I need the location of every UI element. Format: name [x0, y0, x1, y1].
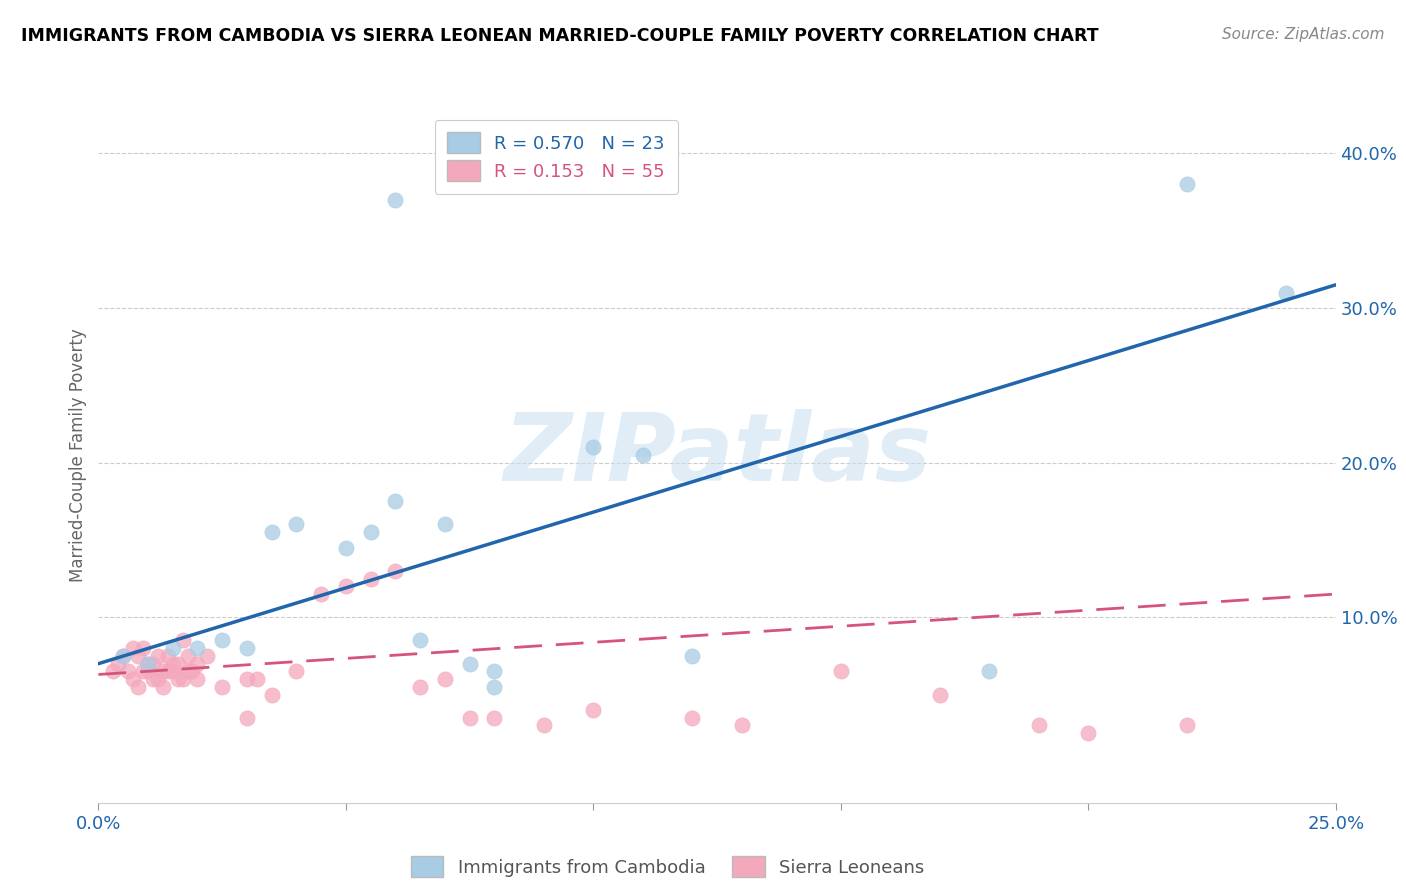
Point	[360, 572, 382, 586]
Point	[458, 657, 481, 671]
Point	[285, 517, 308, 532]
Point	[186, 657, 208, 671]
Point	[681, 648, 703, 663]
Point	[1175, 178, 1198, 192]
Point	[156, 648, 179, 663]
Point	[1175, 718, 1198, 732]
Text: IMMIGRANTS FROM CAMBODIA VS SIERRA LEONEAN MARRIED-COUPLE FAMILY POVERTY CORRELA: IMMIGRANTS FROM CAMBODIA VS SIERRA LEONE…	[21, 27, 1098, 45]
Point	[1275, 285, 1298, 300]
Point	[409, 680, 432, 694]
Point	[484, 680, 506, 694]
Point	[176, 648, 198, 663]
Point	[1028, 718, 1050, 732]
Text: ZIPatlas: ZIPatlas	[503, 409, 931, 501]
Point	[582, 703, 605, 717]
Point	[195, 648, 218, 663]
Point	[142, 657, 165, 671]
Point	[181, 665, 204, 679]
Point	[384, 564, 406, 578]
Point	[211, 680, 233, 694]
Point	[384, 494, 406, 508]
Point	[260, 525, 283, 540]
Point	[142, 672, 165, 686]
Point	[631, 448, 654, 462]
Point	[162, 665, 184, 679]
Point	[979, 665, 1001, 679]
Point	[166, 657, 188, 671]
Point	[335, 541, 357, 555]
Point	[127, 648, 149, 663]
Point	[122, 641, 145, 656]
Point	[112, 648, 135, 663]
Point	[156, 665, 179, 679]
Point	[236, 711, 259, 725]
Point	[236, 672, 259, 686]
Point	[122, 672, 145, 686]
Point	[136, 657, 159, 671]
Point	[211, 633, 233, 648]
Point	[1077, 726, 1099, 740]
Point	[458, 711, 481, 725]
Point	[112, 648, 135, 663]
Point	[152, 665, 174, 679]
Point	[484, 665, 506, 679]
Point	[236, 641, 259, 656]
Point	[335, 579, 357, 593]
Point	[103, 665, 125, 679]
Point	[172, 633, 194, 648]
Point	[360, 525, 382, 540]
Point	[136, 665, 159, 679]
Point	[928, 688, 950, 702]
Point	[172, 672, 194, 686]
Point	[409, 633, 432, 648]
Point	[162, 657, 184, 671]
Point	[484, 711, 506, 725]
Point	[117, 665, 139, 679]
Point	[132, 641, 155, 656]
Y-axis label: Married-Couple Family Poverty: Married-Couple Family Poverty	[69, 328, 87, 582]
Point	[186, 641, 208, 656]
Point	[146, 672, 169, 686]
Point	[162, 641, 184, 656]
Point	[309, 587, 332, 601]
Point	[260, 688, 283, 702]
Point	[146, 648, 169, 663]
Point	[384, 193, 406, 207]
Point	[127, 680, 149, 694]
Point	[166, 672, 188, 686]
Point	[136, 657, 159, 671]
Legend: Immigrants from Cambodia, Sierra Leoneans: Immigrants from Cambodia, Sierra Leonean…	[404, 849, 932, 884]
Point	[186, 672, 208, 686]
Point	[830, 665, 852, 679]
Point	[176, 665, 198, 679]
Point	[533, 718, 555, 732]
Point	[152, 680, 174, 694]
Point	[433, 517, 456, 532]
Point	[731, 718, 754, 732]
Point	[107, 657, 129, 671]
Point	[246, 672, 269, 686]
Point	[681, 711, 703, 725]
Point	[132, 665, 155, 679]
Point	[433, 672, 456, 686]
Text: Source: ZipAtlas.com: Source: ZipAtlas.com	[1222, 27, 1385, 42]
Point	[285, 665, 308, 679]
Point	[582, 440, 605, 454]
